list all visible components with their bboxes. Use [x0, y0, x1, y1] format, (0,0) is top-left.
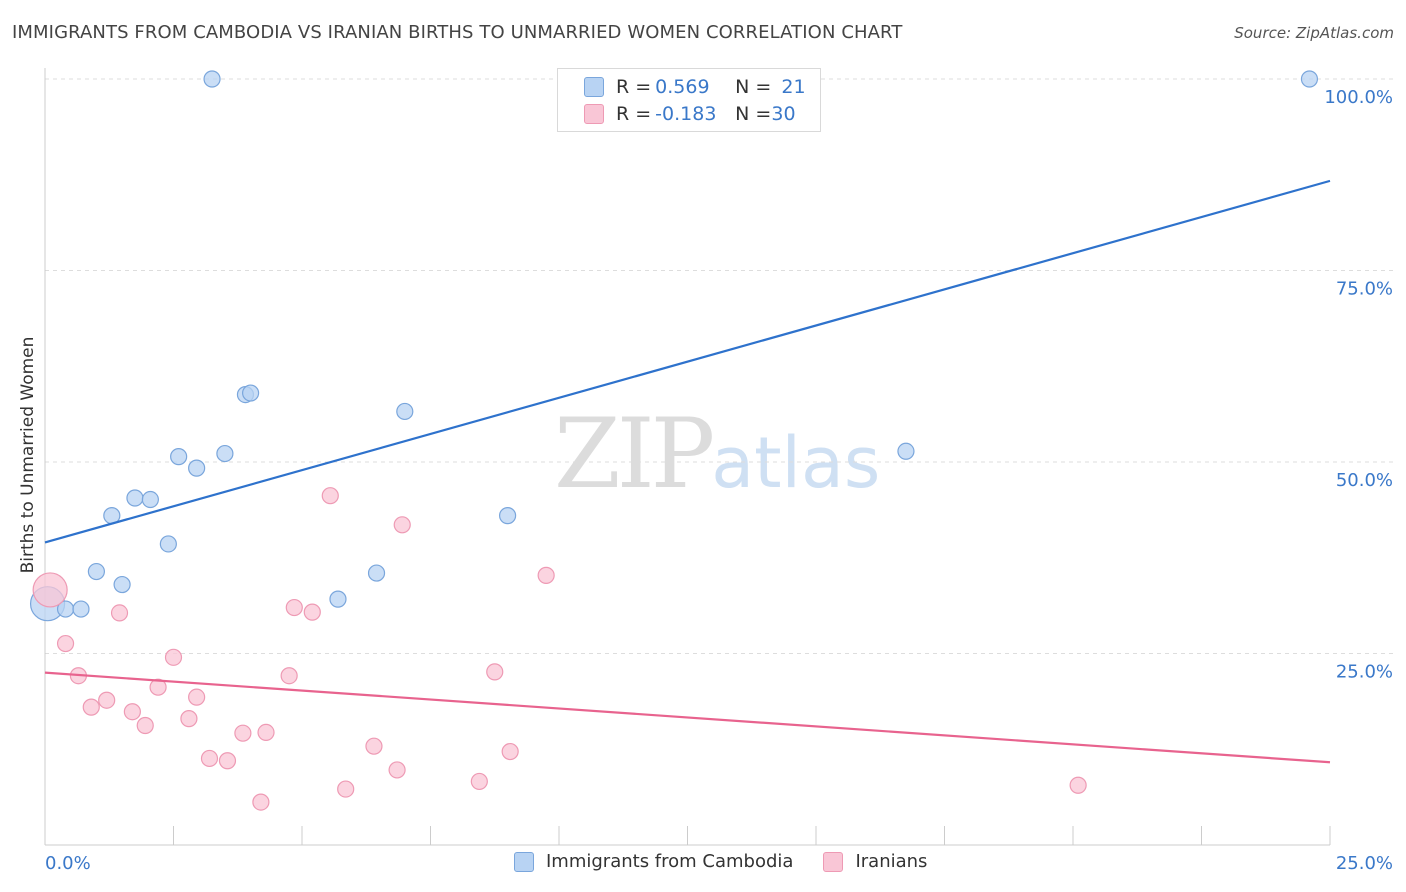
source-label: Source: ZipAtlas.com — [1234, 24, 1394, 42]
cambodia-point — [159, 535, 177, 553]
iranians-point — [200, 749, 219, 768]
iranians-point — [470, 772, 488, 791]
cambodia-point — [87, 562, 106, 581]
r-label: R = — [616, 76, 652, 98]
y-tick-label: 50.0% — [1336, 470, 1393, 491]
cambodia-point — [367, 564, 386, 582]
iranians-point — [365, 737, 383, 755]
r-value: -0.183 — [655, 103, 717, 125]
cambodia-point — [126, 489, 144, 507]
iranians-point — [252, 793, 270, 811]
cambodia-point — [396, 402, 414, 421]
legend-item-iranians[interactable]: Iranians — [823, 851, 927, 872]
iranians-trend-line — [44, 671, 1331, 764]
cambodia-point — [499, 507, 517, 525]
iranians-legend-swatch — [823, 851, 844, 872]
cambodia-legend-swatch — [514, 851, 534, 872]
iranians-point — [149, 678, 167, 696]
legend-label-iranians: Iranians — [855, 851, 928, 872]
iranians-point — [234, 724, 252, 742]
cambodia-trend-line — [44, 179, 1331, 544]
iranians-point — [388, 761, 406, 779]
iranians-swatch — [584, 104, 604, 124]
cambodia-point — [141, 490, 159, 509]
cambodia-point — [1300, 70, 1319, 88]
iranians-point — [537, 566, 555, 584]
stats-row-cambodia: R = 0.569 N = 21 — [584, 75, 806, 99]
stats-legend: R = 0.569 N = 21 R = -0.183 N = 30 — [557, 68, 821, 132]
iranians-point — [486, 663, 504, 681]
iranians-point — [218, 752, 237, 770]
iranians-point — [98, 691, 116, 709]
iranians-point — [257, 723, 275, 741]
iranians-point — [321, 487, 339, 505]
iranians-point — [303, 603, 321, 621]
iranians-point — [56, 634, 75, 653]
iranians-point — [188, 688, 206, 706]
iranians-point — [164, 648, 183, 666]
x-tick-label: 0.0% — [45, 853, 91, 874]
cambodia-point — [113, 575, 131, 594]
y-tick-label: 100.0% — [1324, 87, 1393, 108]
iranians-point — [501, 742, 519, 761]
iranians-point — [393, 516, 411, 534]
r-value: 0.569 — [655, 76, 710, 98]
watermark-atlas: atlas — [711, 422, 881, 504]
legend-label-cambodia: Immigrants from Cambodia — [546, 851, 794, 872]
iranians-point — [32, 572, 68, 608]
watermark: ZIPatlas — [554, 398, 880, 510]
y-tick-label: 25.0% — [1336, 662, 1393, 683]
iranians-point — [123, 703, 141, 721]
iranians-point — [285, 598, 303, 617]
stats-row-iranians: R = -0.183 N = 30 — [584, 102, 796, 126]
legend-item-cambodia[interactable]: Immigrants from Cambodia — [514, 851, 793, 872]
series-legend: Immigrants from Cambodia Iranians — [514, 851, 957, 872]
cambodia-point — [203, 70, 221, 88]
y-axis-title: Births to Unmarried Women — [18, 336, 38, 574]
y-tick-label: 75.0% — [1336, 279, 1393, 300]
iranians-point — [82, 698, 100, 716]
iranians-point — [280, 667, 298, 685]
n-value: 21 — [781, 76, 806, 98]
cambodia-point — [329, 590, 347, 608]
iranians-point — [1069, 776, 1087, 794]
n-label: N = — [735, 76, 772, 98]
cambodia-point — [170, 448, 188, 466]
cambodia-swatch — [584, 77, 604, 97]
r-label: R = — [616, 103, 652, 125]
iranians-point — [110, 604, 129, 622]
iranians-point — [337, 780, 355, 798]
cambodia-point — [188, 459, 206, 477]
watermark-zip: ZIP — [554, 398, 715, 510]
iranians-point — [180, 710, 198, 728]
iranians-point — [136, 716, 154, 735]
cambodia-point — [72, 600, 90, 618]
chart-title: IMMIGRANTS FROM CAMBODIA VS IRANIAN BIRT… — [12, 22, 903, 43]
cambodia-point — [897, 442, 915, 460]
cambodia-point — [216, 444, 234, 463]
x-tick-label: 25.0% — [1336, 853, 1393, 874]
cambodia-point — [242, 384, 260, 402]
n-label: N = — [735, 103, 772, 125]
n-value: 30 — [771, 103, 796, 125]
